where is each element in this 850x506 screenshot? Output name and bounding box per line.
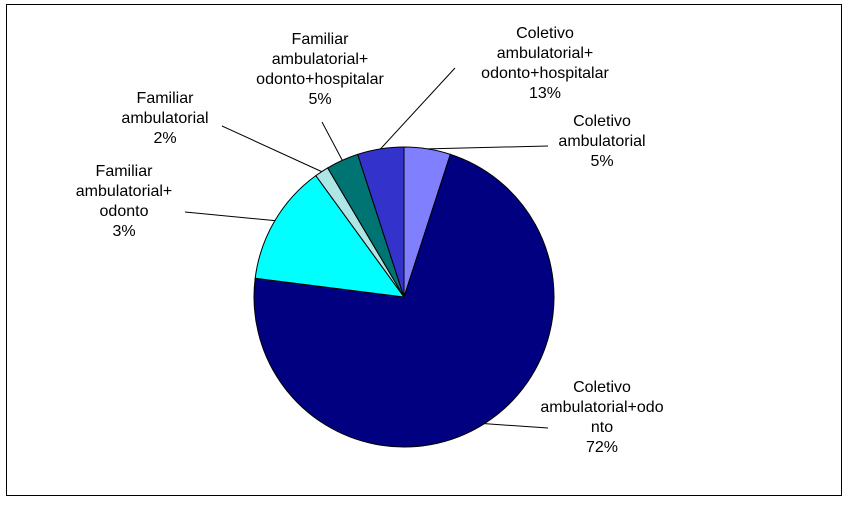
pie-slice-1: [253, 153, 555, 448]
slice-label-4-line-0: Familiar: [292, 31, 350, 48]
slice-label-2-line-1: ambulatorial+: [76, 183, 173, 200]
slice-label-0-line-0: Coletivo: [573, 113, 631, 130]
slice-label-2: Familiar ambulatorial+ odonto 3%: [76, 163, 173, 240]
leader-line-1: [484, 423, 549, 429]
slice-label-4-line-3: 5%: [308, 91, 331, 108]
slice-label-1-line-0: Coletivo: [573, 379, 631, 396]
slice-labels: Coletivo ambulatorial 5% Coletivo ambulatori…: [76, 25, 664, 456]
leader-line-4: [321, 121, 343, 161]
slice-label-0: Coletivo ambulatorial 5%: [558, 113, 645, 170]
leader-line-0: [427, 145, 549, 150]
slice-label-3-line-2: 2%: [153, 130, 176, 147]
pie-slice-2: [254, 174, 406, 298]
slice-label-5-line-0: Coletivo: [516, 25, 574, 42]
slice-label-5-line-2: odonto+hospitalar: [481, 65, 609, 82]
slice-label-3-line-1: ambulatorial: [121, 110, 208, 127]
slice-label-0-line-2: 5%: [590, 153, 613, 170]
slice-label-2-line-3: 3%: [112, 223, 135, 240]
slice-label-4: Familiar ambulatorial+ odonto+hospitalar 5%: [256, 31, 384, 108]
pie-slices: [253, 146, 555, 448]
leader-lines: [184, 67, 549, 429]
leader-line-2: [184, 211, 275, 222]
slice-label-4-line-1: ambulatorial+: [272, 51, 369, 68]
slice-label-1-line-3: 72%: [586, 439, 618, 456]
slice-label-4-line-2: odonto+hospitalar: [256, 71, 384, 88]
slice-label-0-line-1: ambulatorial: [558, 133, 645, 150]
slice-label-5: Coletivo ambulatorial+ odonto+hospitalar 13…: [481, 25, 609, 102]
slice-label-2-line-2: odonto: [100, 203, 149, 220]
slice-label-2-line-0: Familiar: [96, 163, 154, 180]
leader-line-5: [380, 67, 456, 150]
slice-label-1-line-2: nto: [591, 419, 613, 436]
slice-label-3: Familiar ambulatorial 2%: [121, 90, 208, 147]
slice-label-1-line-1: ambulatorial+odo: [540, 399, 663, 416]
slice-label-1: Coletivo ambulatorial+odo nto 72%: [540, 379, 663, 456]
slice-label-5-line-3: 13%: [529, 85, 561, 102]
pie-slice-5: [357, 146, 405, 298]
leader-line-3: [221, 125, 322, 173]
slice-label-3-line-0: Familiar: [137, 90, 195, 107]
slice-label-5-line-1: ambulatorial+: [497, 45, 594, 62]
